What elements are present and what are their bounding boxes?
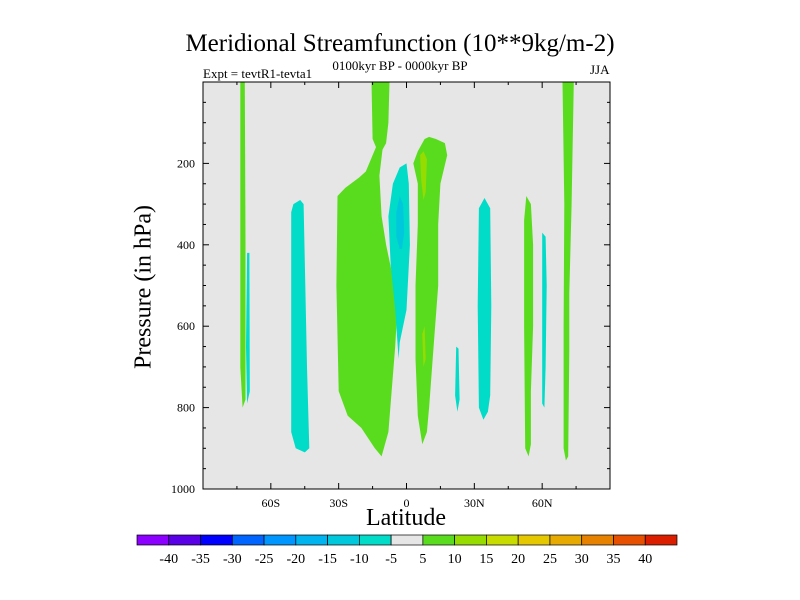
axis-ticks: 60S 30S 0 30N 60N 200 400 600 800 1000: [171, 81, 611, 510]
x-tick-label: 30S: [329, 496, 348, 510]
x-axis-label: Latitude: [366, 505, 446, 531]
colorbar-box: [359, 534, 392, 546]
colorbar-label: 15: [479, 552, 493, 567]
colorbar-label: -30: [223, 552, 242, 567]
experiment-label: Expt = tevtR1-tevta1: [203, 66, 313, 81]
contour-region-green-column-14S: [371, 82, 390, 156]
contour-region-green-band-22S: [336, 139, 398, 457]
y-tick-label: 400: [177, 238, 195, 252]
contour-regions: [240, 82, 574, 461]
contour-region-cyan-strip-61N: [542, 232, 547, 408]
colorbar-label: -25: [255, 552, 274, 567]
colorbar-box: [327, 534, 360, 546]
x-tick-label: 0: [404, 496, 410, 510]
chart-title: Meridional Streamfunction (10**9kg/m-2): [185, 30, 615, 57]
colorbar-box: [295, 534, 328, 546]
colorbar-label: 25: [543, 552, 557, 567]
colorbar-label: -35: [191, 552, 210, 567]
colorbar-label: 5: [419, 552, 426, 567]
contour-region-green-column-75S: [240, 82, 246, 408]
chart-subtitle: 0100kyr BP - 0000kyr BP: [332, 58, 468, 73]
contour-region-green-band-10N: [413, 136, 448, 445]
colorbar-box: [390, 534, 424, 546]
colorbar-box: [200, 534, 233, 546]
contour-region-green-column-70N: [562, 82, 574, 461]
x-tick-label: 60N: [532, 496, 553, 510]
y-tick-label: 600: [177, 319, 195, 333]
y-tick-label: 800: [177, 401, 195, 415]
colorbar-box: [168, 534, 201, 546]
colorbar-box: [454, 534, 487, 546]
contour-region-cyan-strip-71S: [246, 252, 250, 404]
contour-region-lime-core-7N: [420, 151, 427, 200]
y-tick-label: 1000: [171, 482, 195, 496]
colorbar-box: [581, 534, 614, 546]
contour-region-lime-core-8N: [422, 326, 426, 367]
colorbar-label: -20: [286, 552, 305, 567]
x-tick-label: 30N: [464, 496, 485, 510]
colorbar-box: [231, 534, 265, 546]
colorbar-label: 40: [638, 552, 652, 567]
contour-region-green-strip-55N: [524, 196, 534, 457]
contour-region-cyan-center-3S: [388, 163, 410, 359]
colorbar-box: [486, 534, 519, 546]
colorbar-label: -5: [385, 552, 397, 567]
colorbar-box: [263, 534, 297, 546]
colorbar-label: 10: [448, 552, 462, 567]
colorbar: -40 -35 -30 -25 -20 -15 -10 -5 5 10 15 20 25 30 35 40: [136, 534, 678, 567]
colorbar-box: [517, 534, 551, 546]
contour-region-cyan-strip-23N: [455, 346, 460, 412]
contour-region-blue-core-3S: [396, 196, 405, 249]
colorbar-label: 30: [575, 552, 589, 567]
season-label: JJA: [590, 62, 610, 77]
colorbar-label: -10: [350, 552, 369, 567]
colorbar-label: 35: [606, 552, 620, 567]
contour-region-cyan-strip-34N: [477, 198, 492, 420]
colorbar-label: 20: [511, 552, 525, 567]
colorbar-label: -40: [159, 552, 178, 567]
x-tick-label: 60S: [261, 496, 280, 510]
colorbar-box: [644, 534, 678, 546]
colorbar-box: [549, 534, 583, 546]
colorbar-box: [422, 534, 455, 546]
colorbar-box: [136, 534, 170, 546]
colorbar-box: [613, 534, 646, 546]
colorbar-label: -15: [318, 552, 337, 567]
contour-region-cyan-band-45S: [291, 200, 310, 453]
y-tick-label: 200: [177, 156, 195, 170]
